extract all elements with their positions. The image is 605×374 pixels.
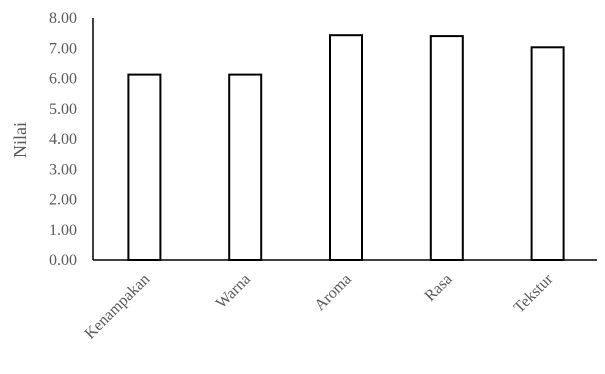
bar-rasa [429,35,464,261]
y-tick-label: 6.00 [49,71,77,88]
x-tick-labels: Kenampakan Warna Aroma Rasa Tekstur [82,270,557,342]
bar-kenampakan [127,73,162,261]
y-axis-title: Nilai [10,122,30,158]
y-tick-labels: 0.00 1.00 2.00 3.00 4.00 5.00 6.00 7.00 8.00 [49,10,77,269]
y-tick-label: 5.00 [49,101,77,118]
bar-aroma [329,34,363,262]
x-tick-label: Kenampakan [82,271,154,343]
y-tick-label: 2.00 [49,192,77,209]
y-tick-label: 1.00 [49,222,77,239]
bar-tekstur [530,46,565,261]
x-tick-label: Aroma [311,271,354,314]
bars-layer [127,34,565,262]
y-tick-label: 7.00 [49,40,77,57]
x-tick-label: Warna [213,271,254,312]
y-tick-label: 8.00 [49,10,77,27]
y-tick-label: 4.00 [49,131,77,148]
bar-warna [228,73,263,261]
y-tick-label: 3.00 [49,161,77,178]
y-tick-label: 0.00 [49,252,77,269]
x-tick-label: Tekstur [511,270,557,316]
x-tick-label: Rasa [422,271,456,305]
